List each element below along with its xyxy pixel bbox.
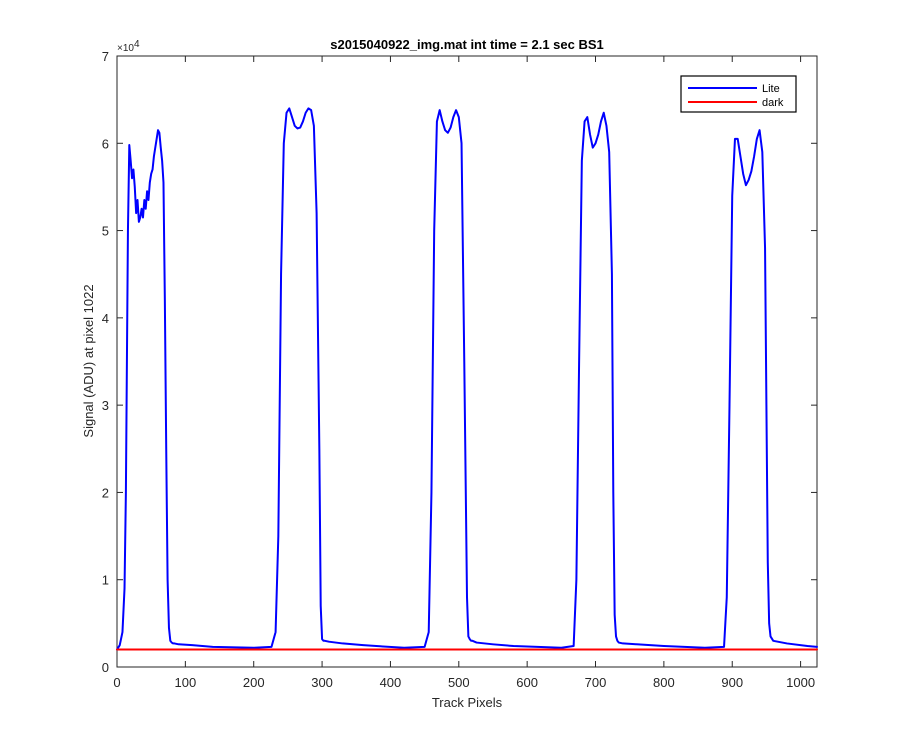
y-axis-multiplier: ×104 xyxy=(117,39,140,54)
legend-label-lite: Lite xyxy=(762,83,780,95)
x-tick-label: 300 xyxy=(311,675,333,690)
x-tick-label: 500 xyxy=(448,675,470,690)
y-tick-label: 7 xyxy=(102,49,109,64)
x-tick-label: 400 xyxy=(380,675,402,690)
x-tick-label: 600 xyxy=(516,675,538,690)
y-axis-label: Signal (ADU) at pixel 1022 xyxy=(81,284,96,437)
y-tick-label: 0 xyxy=(102,660,109,675)
x-tick-label: 1000 xyxy=(786,675,815,690)
series-line-lite xyxy=(116,107,818,651)
x-axis-ticks: 0 100 200 300 400 500 600 700 800 900 1000 xyxy=(113,56,815,690)
x-tick-label: 200 xyxy=(243,675,265,690)
chart-title: s2015040922_img.mat int time = 2.1 sec B… xyxy=(330,37,604,52)
x-tick-label: 0 xyxy=(113,675,120,690)
x-axis-label: Track Pixels xyxy=(432,695,503,710)
x-tick-label: 800 xyxy=(653,675,675,690)
y-tick-label: 4 xyxy=(102,311,109,326)
y-tick-label: 1 xyxy=(102,573,109,588)
legend-label-dark: dark xyxy=(762,97,784,109)
legend-box xyxy=(680,75,797,113)
legend: Lite dark xyxy=(680,75,797,113)
series-layer xyxy=(116,107,818,651)
x-tick-label: 700 xyxy=(585,675,607,690)
x-tick-label: 900 xyxy=(721,675,743,690)
y-axis-ticks: 0 1 2 3 4 5 6 7 xyxy=(102,49,817,675)
y-tick-label: 5 xyxy=(102,224,109,239)
y-tick-label: 6 xyxy=(102,136,109,151)
y-tick-label: 3 xyxy=(102,398,109,413)
y-tick-label: 2 xyxy=(102,485,109,500)
x-tick-label: 100 xyxy=(175,675,197,690)
